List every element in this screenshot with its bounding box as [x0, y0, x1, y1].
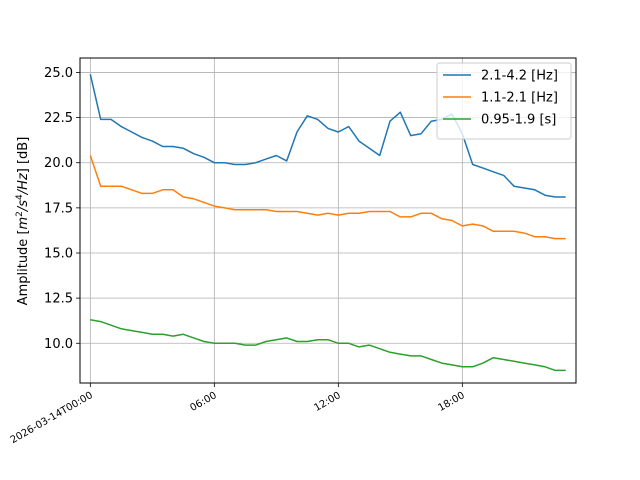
y-tick-label: 25.0: [44, 66, 73, 81]
series-lines: [89, 74, 566, 372]
y-tick-label: 10.0: [44, 337, 73, 352]
series-line: [90, 319, 566, 372]
y-tick-label: 17.5: [44, 201, 73, 216]
legend-label: 0.95-1.9 [s]: [481, 113, 556, 128]
ylabel-suffix: ] [dB]: [16, 137, 31, 174]
y-tick-label: 22.5: [44, 111, 73, 126]
ylabel-hz: /Hz: [16, 172, 31, 195]
legend-label: 2.1-4.2 [Hz]: [481, 69, 558, 84]
legend-box: [436, 62, 572, 140]
series-line: [89, 155, 566, 240]
legend: 2.1-4.2 [Hz] 1.1-2.1 [Hz] 0.95-1.9 [s]: [436, 62, 572, 140]
ylabel-sup2: 4: [15, 194, 25, 200]
y-tick-label: 12.5: [44, 292, 73, 307]
ylabel-m: m: [16, 217, 31, 230]
ylabel-sup1: 2: [15, 211, 25, 217]
y-tick-label: 20.0: [44, 156, 73, 171]
y-axis: 10.0 12.5 15.0 17.5 20.0 22.5 25.0: [44, 66, 80, 352]
legend-label: 1.1-2.1 [Hz]: [481, 91, 558, 106]
plot-frame: [79, 57, 577, 384]
y-tick-label: 15.0: [44, 247, 73, 262]
ylabel-s: /s: [16, 200, 31, 212]
series-line: [89, 74, 566, 198]
y-axis-label: Amplitude [m2/s4/Hz] [dB]: [15, 137, 31, 306]
ylabel-prefix: Amplitude [: [16, 229, 31, 305]
